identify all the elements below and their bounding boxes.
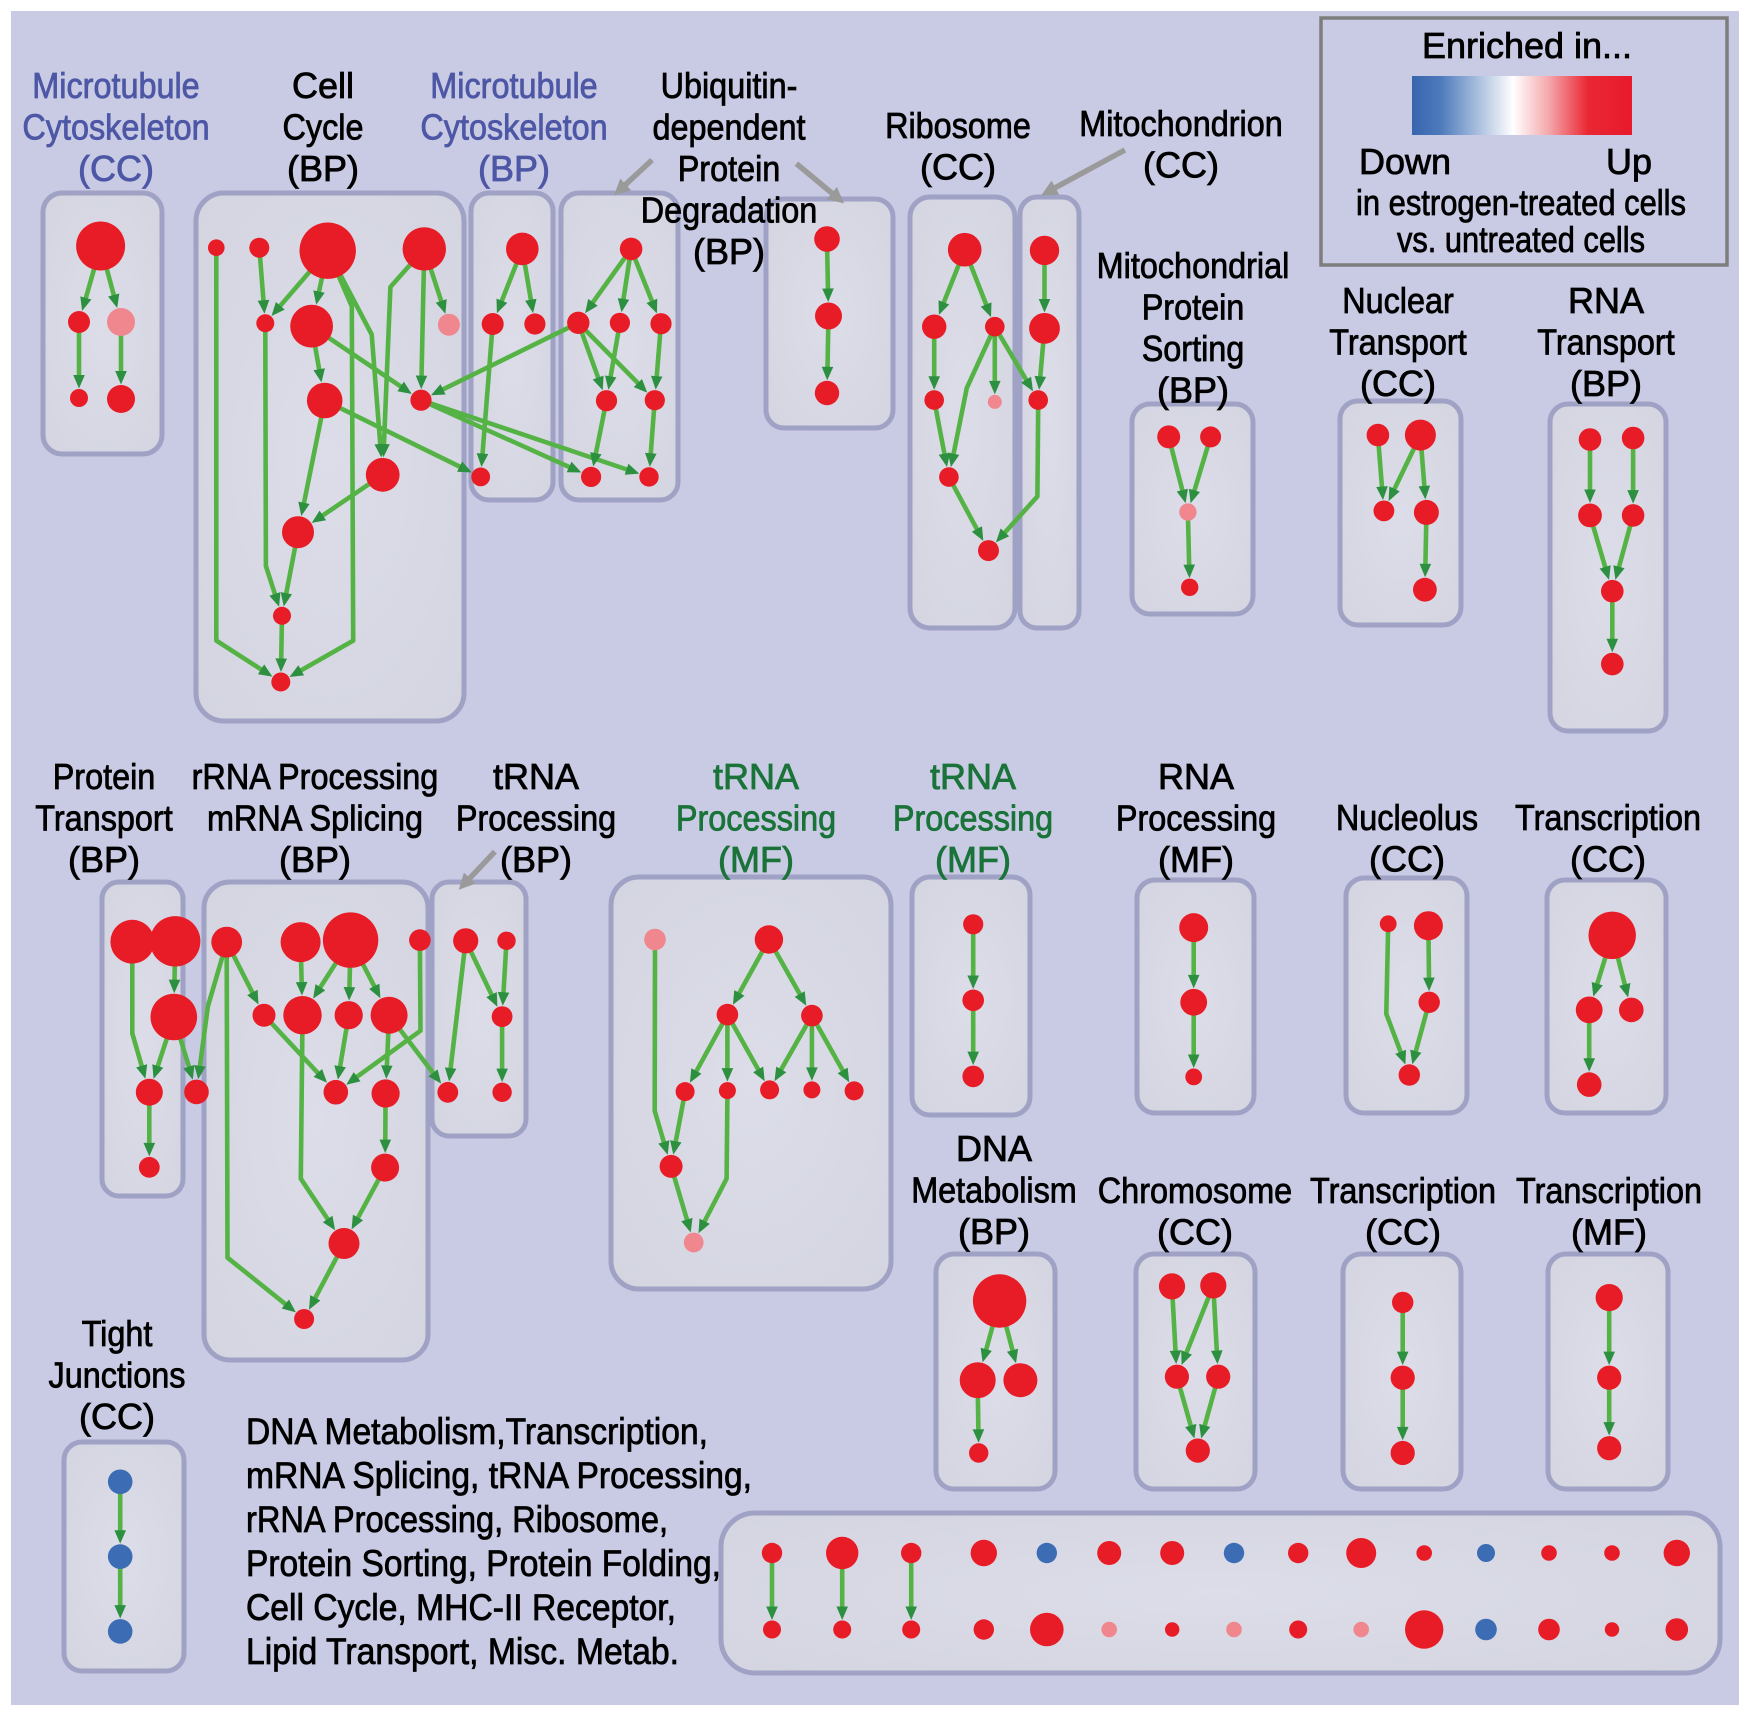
svg-text:Junctions: Junctions (49, 1355, 186, 1396)
svg-text:Metabolism: Metabolism (911, 1170, 1077, 1211)
svg-text:Lipid Transport, Misc. Metab.: Lipid Transport, Misc. Metab. (246, 1631, 679, 1672)
svg-text:Nucleolus: Nucleolus (1336, 797, 1478, 838)
svg-text:Microtubule: Microtubule (430, 65, 597, 106)
svg-text:Mitochondrion: Mitochondrion (1079, 103, 1283, 144)
svg-text:rRNA Processing, Ribosome,: rRNA Processing, Ribosome, (246, 1499, 668, 1540)
svg-text:(CC): (CC) (1157, 1212, 1233, 1253)
svg-text:(BP): (BP) (1157, 370, 1229, 411)
svg-text:(CC): (CC) (78, 148, 154, 189)
svg-text:DNA: DNA (956, 1128, 1032, 1169)
svg-text:rRNA Processing: rRNA Processing (192, 756, 439, 797)
svg-text:(BP): (BP) (68, 839, 140, 880)
svg-text:(BP): (BP) (287, 148, 359, 189)
svg-text:Microtubule: Microtubule (32, 65, 199, 106)
svg-text:Transport: Transport (1537, 322, 1674, 363)
svg-text:Nuclear: Nuclear (1342, 280, 1454, 321)
svg-text:(CC): (CC) (1570, 839, 1646, 880)
svg-text:Cell Cycle, MHC-II Receptor,: Cell Cycle, MHC-II Receptor, (246, 1587, 676, 1628)
svg-text:Tight: Tight (82, 1313, 153, 1354)
svg-text:Enriched in...: Enriched in... (1422, 25, 1632, 66)
svg-text:Transport: Transport (1329, 322, 1466, 363)
svg-text:(MF): (MF) (1158, 839, 1234, 880)
svg-text:(BP): (BP) (1570, 363, 1642, 404)
svg-text:(BP): (BP) (478, 148, 550, 189)
svg-text:Protein: Protein (1142, 287, 1245, 328)
svg-text:tRNA: tRNA (713, 756, 799, 797)
svg-text:(CC): (CC) (1143, 145, 1219, 186)
svg-text:Protein Sorting, Protein Foldi: Protein Sorting, Protein Folding, (246, 1543, 721, 1584)
svg-text:(CC): (CC) (1360, 363, 1436, 404)
svg-text:Transport: Transport (35, 798, 172, 839)
svg-text:Protein: Protein (53, 756, 156, 797)
svg-text:Cycle: Cycle (283, 107, 364, 148)
svg-text:Transcription: Transcription (1516, 1170, 1702, 1211)
svg-text:mRNA Splicing, tRNA Processing: mRNA Splicing, tRNA Processing, (246, 1455, 752, 1496)
svg-text:Cell: Cell (292, 65, 354, 106)
svg-text:Transcription: Transcription (1515, 797, 1701, 838)
svg-text:in estrogen-treated cells: in estrogen-treated cells (1356, 182, 1686, 223)
svg-text:dependent: dependent (652, 107, 805, 148)
svg-text:tRNA: tRNA (493, 756, 579, 797)
svg-text:(BP): (BP) (693, 231, 765, 272)
svg-text:Ubiquitin-: Ubiquitin- (661, 65, 798, 106)
svg-text:Chromosome: Chromosome (1098, 1170, 1292, 1211)
svg-text:(CC): (CC) (920, 147, 996, 188)
svg-text:Cytoskeleton: Cytoskeleton (420, 107, 607, 148)
svg-text:RNA: RNA (1568, 280, 1644, 321)
svg-text:RNA: RNA (1158, 756, 1234, 797)
svg-text:(BP): (BP) (279, 839, 351, 880)
svg-text:mRNA Splicing: mRNA Splicing (207, 798, 423, 839)
svg-text:(MF): (MF) (718, 839, 794, 880)
svg-text:Processing: Processing (676, 798, 836, 839)
svg-text:Protein: Protein (678, 148, 781, 189)
svg-text:(MF): (MF) (1571, 1212, 1647, 1253)
svg-text:DNA Metabolism,Transcription,: DNA Metabolism,Transcription, (246, 1411, 708, 1452)
svg-text:Ribosome: Ribosome (885, 105, 1031, 146)
svg-text:Processing: Processing (1116, 798, 1276, 839)
svg-text:(CC): (CC) (79, 1396, 155, 1437)
svg-text:Degradation: Degradation (641, 190, 818, 231)
svg-text:Down: Down (1359, 141, 1451, 182)
svg-text:tRNA: tRNA (930, 756, 1016, 797)
svg-text:Up: Up (1606, 141, 1652, 182)
svg-text:Transcription: Transcription (1310, 1170, 1496, 1211)
svg-text:Processing: Processing (893, 798, 1053, 839)
svg-text:Cytoskeleton: Cytoskeleton (22, 107, 209, 148)
svg-text:vs. untreated cells: vs. untreated cells (1397, 219, 1645, 260)
svg-text:Mitochondrial: Mitochondrial (1097, 245, 1290, 286)
svg-text:(MF): (MF) (935, 839, 1011, 880)
svg-text:(CC): (CC) (1365, 1212, 1441, 1253)
svg-text:Sorting: Sorting (1142, 328, 1245, 369)
svg-text:(CC): (CC) (1369, 839, 1445, 880)
svg-text:Processing: Processing (456, 798, 616, 839)
svg-text:(BP): (BP) (500, 839, 572, 880)
svg-text:(BP): (BP) (958, 1211, 1030, 1252)
